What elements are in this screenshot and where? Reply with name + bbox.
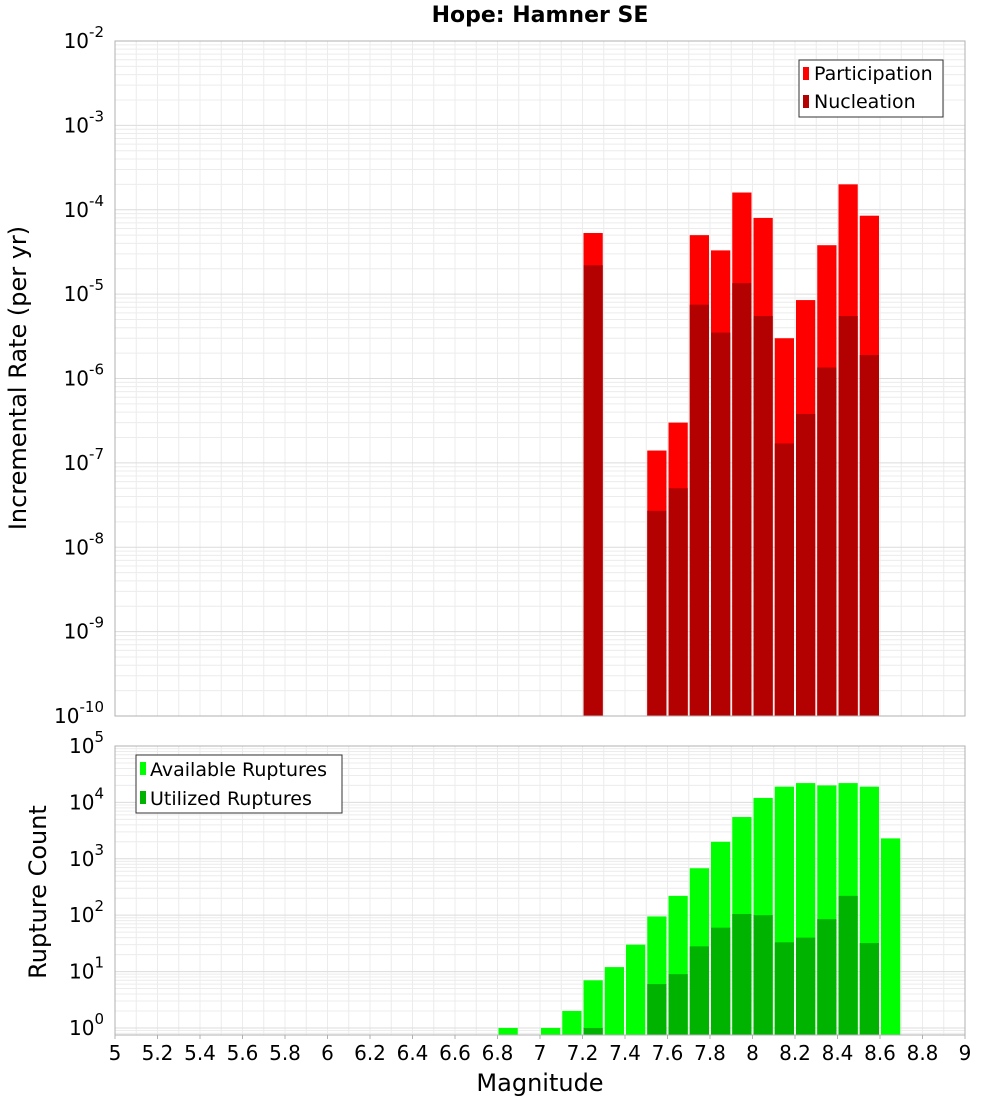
y-tick-label: 10-5 — [64, 276, 104, 306]
y-tick-label: 10-9 — [64, 614, 104, 644]
y-tick-label: 10-2 — [64, 23, 104, 53]
bar-nucleation — [689, 304, 709, 716]
bar-available-ruptures — [541, 1027, 561, 1035]
x-tick-label: 6.4 — [397, 1041, 429, 1065]
top-y-axis-label: Incremental Rate (per yr) — [4, 226, 32, 530]
bar-nucleation — [753, 316, 773, 716]
y-tick-label: 105 — [69, 728, 104, 758]
bottom-legend: Available Ruptures Utilized Ruptures — [135, 754, 343, 814]
bar-utilized-ruptures — [859, 943, 879, 1035]
x-tick-label: 8.8 — [907, 1041, 939, 1065]
y-tick-label: 104 — [69, 784, 104, 814]
top-gridlines — [114, 40, 966, 717]
legend-swatch-utilized-ruptures — [140, 791, 146, 804]
x-tick-label: 5.8 — [269, 1041, 301, 1065]
bar-nucleation — [838, 316, 858, 716]
y-tick-label: 10-3 — [64, 107, 104, 137]
top-legend-box — [798, 59, 944, 118]
x-tick-label: 7.2 — [567, 1041, 599, 1065]
x-tick-label: 7.6 — [652, 1041, 684, 1065]
bar-utilized-ruptures — [796, 937, 816, 1035]
bar-utilized-ruptures — [689, 946, 709, 1035]
bar-available-ruptures — [562, 1010, 582, 1035]
bottom-bars — [498, 783, 901, 1035]
bar-available-ruptures — [626, 944, 646, 1035]
x-tick-label: 6 — [321, 1041, 334, 1065]
bar-utilized-ruptures — [583, 1027, 603, 1035]
bar-available-ruptures — [583, 980, 603, 1035]
chart-title: Hope: Hamner SE — [432, 3, 649, 28]
y-tick-label: 101 — [69, 954, 104, 984]
bar-utilized-ruptures — [774, 942, 794, 1035]
x-tick-label: 5 — [109, 1041, 122, 1065]
bar-utilized-ruptures — [668, 974, 688, 1035]
bar-available-ruptures — [604, 967, 624, 1035]
bar-available-ruptures — [881, 838, 901, 1035]
x-tick-label: 6.8 — [482, 1041, 514, 1065]
x-tick-label: 7 — [534, 1041, 547, 1065]
x-tick-label: 5.4 — [184, 1041, 216, 1065]
y-tick-label: 10-8 — [64, 529, 104, 559]
x-tick-label: 6.2 — [354, 1041, 386, 1065]
x-tick-label: 8.6 — [864, 1041, 896, 1065]
bar-nucleation — [647, 510, 667, 716]
top-y-ticks: 10-10 10-9 10-8 10-7 10-6 10-5 10-4 10-3 10-2 — [54, 23, 104, 728]
bar-utilized-ruptures — [711, 927, 731, 1035]
top-plot-border — [114, 40, 966, 717]
bar-utilized-ruptures — [732, 913, 752, 1035]
bar-nucleation — [583, 265, 603, 716]
bar-nucleation — [732, 283, 752, 716]
legend-label-nucleation: Nucleation — [814, 91, 916, 113]
y-tick-label: 10-10 — [54, 698, 104, 728]
legend-swatch-nucleation — [803, 95, 809, 108]
bar-nucleation — [796, 413, 816, 716]
bar-nucleation — [817, 367, 837, 716]
bottom-y-ticks: 100 101 102 103 104 105 — [69, 728, 104, 1040]
top-bars — [583, 184, 879, 717]
y-tick-label: 103 — [69, 841, 104, 871]
x-tick-label: 5.2 — [142, 1041, 174, 1065]
x-tick-label: 8.4 — [822, 1041, 854, 1065]
legend-label-participation: Participation — [814, 63, 933, 85]
bottom-legend-box — [135, 754, 343, 814]
bar-available-ruptures — [498, 1027, 518, 1035]
legend-label-utilized-ruptures: Utilized Ruptures — [150, 788, 312, 810]
legend-swatch-available-ruptures — [140, 762, 146, 775]
x-tick-label: 7.4 — [609, 1041, 641, 1065]
x-ticks: 5 5.2 5.4 5.6 5.8 6 6.2 6.4 6.6 6.8 7 7.2 7.4 7.6 7.8 8… — [109, 1035, 972, 1065]
y-tick-label: 10-4 — [64, 192, 104, 222]
x-tick-label: 9 — [959, 1041, 972, 1065]
x-axis-label: Magnitude — [476, 1069, 603, 1097]
bar-nucleation — [668, 488, 688, 716]
bar-utilized-ruptures — [817, 919, 837, 1035]
legend-label-available-ruptures: Available Ruptures — [150, 759, 327, 781]
y-tick-label: 10-7 — [64, 445, 104, 475]
x-tick-label: 7.8 — [694, 1041, 726, 1065]
bar-nucleation — [859, 354, 879, 716]
x-tick-label: 6.6 — [439, 1041, 471, 1065]
bar-nucleation — [711, 332, 731, 716]
bar-utilized-ruptures — [647, 984, 667, 1035]
x-tick-label: 8.2 — [779, 1041, 811, 1065]
y-tick-label: 10-6 — [64, 361, 104, 391]
bar-utilized-ruptures — [753, 915, 773, 1035]
bottom-y-axis-label: Rupture Count — [24, 805, 52, 979]
x-tick-label: 5.6 — [227, 1041, 259, 1065]
y-tick-label: 100 — [69, 1010, 104, 1040]
x-tick-label: 8 — [746, 1041, 759, 1065]
bar-utilized-ruptures — [838, 895, 858, 1035]
top-plot-area: 10-10 10-9 10-8 10-7 10-6 10-5 10-4 10-3 10-2 — [54, 23, 966, 728]
bar-nucleation — [774, 443, 794, 716]
top-legend: Participation Nucleation — [798, 59, 944, 118]
bottom-plot-area: 100 101 102 103 104 105 5 5.2 5.4 5.6 5.8 6 6.2 6.4 6… — [69, 728, 971, 1065]
y-tick-label: 102 — [69, 897, 104, 927]
legend-swatch-participation — [803, 67, 809, 80]
